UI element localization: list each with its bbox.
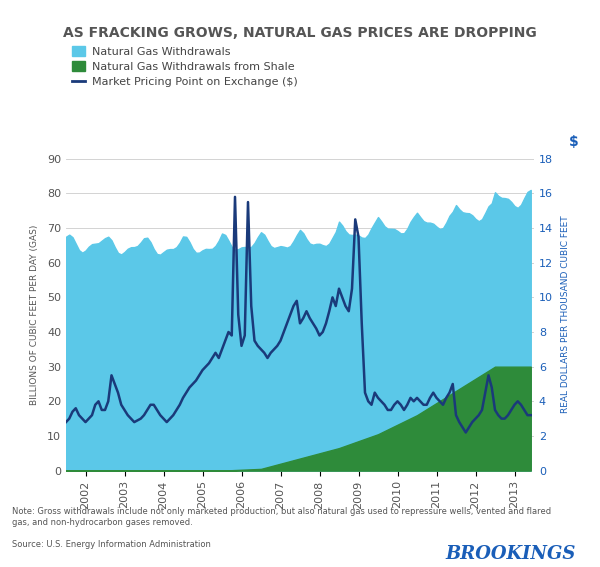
Text: Source: U.S. Energy Information Administration: Source: U.S. Energy Information Administ… xyxy=(12,540,211,549)
Text: AS FRACKING GROWS, NATURAL GAS PRICES ARE DROPPING: AS FRACKING GROWS, NATURAL GAS PRICES AR… xyxy=(63,26,537,40)
Legend: Natural Gas Withdrawals, Natural Gas Withdrawals from Shale, Market Pricing Poin: Natural Gas Withdrawals, Natural Gas Wit… xyxy=(71,46,298,87)
Text: Note: Gross withdrawals include not only marketed production, but also natural g: Note: Gross withdrawals include not only… xyxy=(12,507,551,527)
Y-axis label: BILLIONS OF CUBIC FEET PER DAY (GAS): BILLIONS OF CUBIC FEET PER DAY (GAS) xyxy=(29,225,38,405)
Y-axis label: REAL DOLLARS PER THOUSAND CUBIC FEET: REAL DOLLARS PER THOUSAND CUBIC FEET xyxy=(562,216,571,413)
Text: $: $ xyxy=(569,136,578,149)
Text: BROOKINGS: BROOKINGS xyxy=(446,545,576,564)
